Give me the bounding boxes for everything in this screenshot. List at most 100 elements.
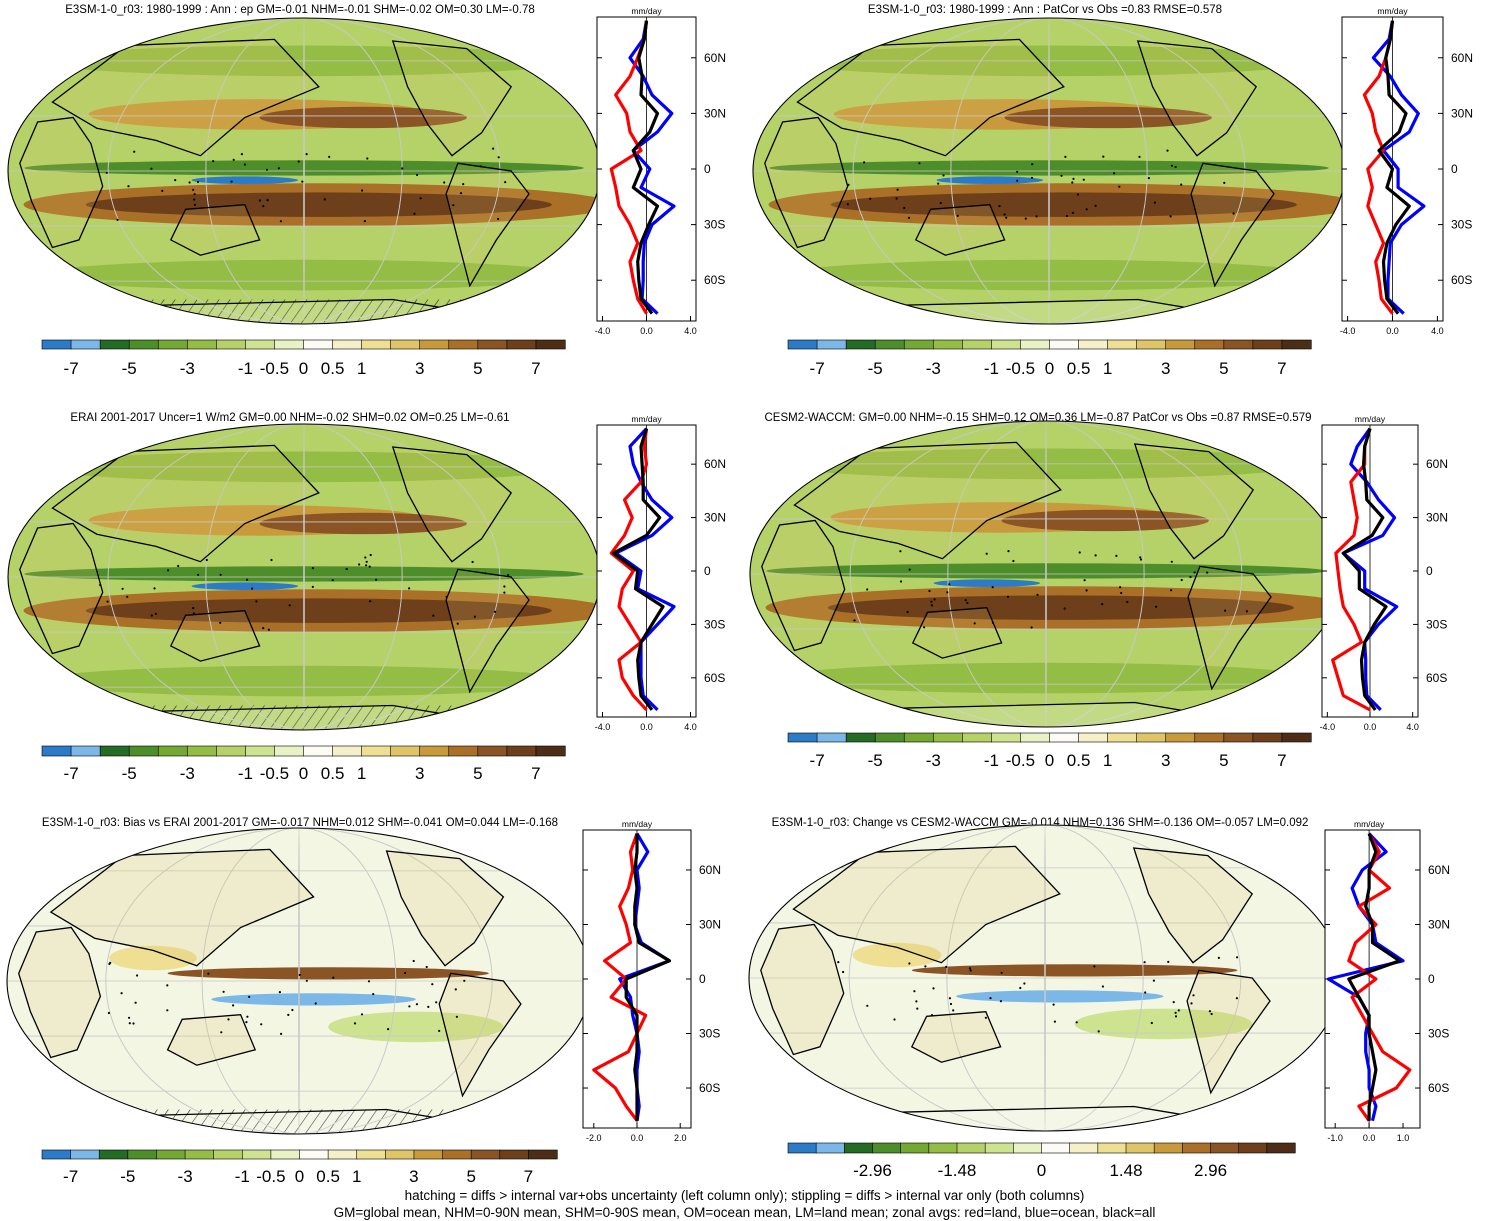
stipple-dot bbox=[1102, 155, 1105, 158]
colorbar-segment bbox=[787, 732, 818, 743]
stipple-dot bbox=[278, 991, 281, 994]
colorbar-label: 3 bbox=[409, 1167, 418, 1186]
colorbar-segment bbox=[41, 745, 72, 757]
colorbar-segment bbox=[356, 1149, 386, 1160]
stipple-dot bbox=[245, 1021, 248, 1024]
stipple-dot bbox=[1180, 183, 1183, 186]
dry-core-north bbox=[259, 512, 467, 535]
stipple-dot bbox=[497, 217, 500, 221]
colorbar-segment bbox=[1165, 732, 1196, 743]
panel: E3SM-1-0_r03: Bias vs ERAI 2001-2017 GM=… bbox=[6, 817, 721, 1186]
colorbar-label: 5 bbox=[473, 764, 482, 783]
stipple-dot bbox=[899, 580, 903, 583]
colorbar-segment bbox=[962, 732, 992, 743]
dry-core-north bbox=[1004, 106, 1212, 129]
stipple-dot bbox=[899, 550, 902, 553]
continent-south-america bbox=[445, 162, 530, 288]
stipple-dot bbox=[1232, 212, 1235, 215]
stipple-dot bbox=[1030, 626, 1033, 629]
longitude-line bbox=[107, 18, 501, 324]
stipple-dot bbox=[1126, 600, 1129, 604]
colorbar-label: -3 bbox=[926, 751, 941, 770]
colorbar-segment bbox=[984, 1142, 1014, 1154]
stipple-dot bbox=[363, 220, 366, 223]
stipple-dot bbox=[353, 1022, 357, 1025]
stipple-dot bbox=[128, 1016, 131, 1019]
colorbar: -7 -5 -3 -1 -0.5 0 0.5 1 3 5 7 bbox=[41, 745, 566, 783]
stipple-dot bbox=[328, 155, 331, 158]
colorbar-label: -3 bbox=[926, 359, 941, 378]
longitude-line bbox=[1044, 825, 1046, 1131]
storm-track-south bbox=[37, 665, 571, 697]
stipple-dot bbox=[1076, 193, 1079, 196]
colorbar-label: -1 bbox=[235, 1167, 250, 1186]
stipple-dot bbox=[1193, 571, 1196, 574]
dry-core-north bbox=[259, 106, 467, 129]
stipple-dot bbox=[1101, 603, 1104, 606]
stipple-dot bbox=[366, 157, 369, 160]
stipple-dot bbox=[932, 987, 935, 990]
stipple-dot bbox=[270, 558, 273, 562]
stipple-dot bbox=[431, 983, 434, 986]
stipple-dot bbox=[842, 970, 845, 974]
colorbar-segment bbox=[903, 732, 934, 743]
x-tick-label: 0.0 bbox=[1364, 722, 1377, 732]
stipple-dot bbox=[106, 600, 109, 603]
colorbar-label: 1 bbox=[357, 359, 366, 378]
dry-core-south bbox=[830, 192, 1297, 217]
colorbar-segment bbox=[1223, 732, 1254, 743]
colorbar-segment bbox=[477, 745, 508, 757]
zonal-mean-plot: mm/day 60N 30N 0 30S 60S -4.0 0.0 4.0 bbox=[595, 6, 726, 336]
stipple-dot bbox=[1093, 965, 1096, 968]
stipple-dot bbox=[915, 1000, 918, 1003]
zonal-unit-label: mm/day bbox=[1377, 6, 1408, 16]
x-tick-label: 0.0 bbox=[1386, 326, 1399, 336]
stipple-dot bbox=[1150, 1021, 1153, 1025]
storm-track-south bbox=[37, 259, 571, 291]
colorbar-segment bbox=[216, 339, 246, 350]
bias-positive-land bbox=[852, 942, 942, 968]
panel-title: ERAI 2001-2017 Uncer=1 W/m2 GM=0.00 NHM=… bbox=[70, 412, 509, 424]
x-tick-label: 4.0 bbox=[684, 326, 697, 336]
storm-track-south bbox=[779, 662, 1313, 694]
colorbar-segment bbox=[1020, 732, 1051, 743]
colorbar-label: -1 bbox=[238, 359, 253, 378]
zonal-unit-label: mm/day bbox=[1355, 414, 1386, 424]
colorbar-label: -0.5 bbox=[1006, 751, 1035, 770]
stipple-dot bbox=[946, 591, 949, 594]
continent-antarctica bbox=[882, 701, 1212, 727]
panel-title: E3SM-1-0_r03: 1980-1999 : Ann : ep GM=-0… bbox=[65, 4, 535, 16]
stipple-dot bbox=[937, 182, 940, 185]
colorbar-label: 1 bbox=[352, 1167, 361, 1186]
x-tick-label: -2.0 bbox=[586, 1133, 602, 1143]
colorbar-segment bbox=[361, 745, 392, 757]
colorbar-segment bbox=[157, 745, 188, 757]
x-tick-label: 4.0 bbox=[1431, 326, 1444, 336]
stipple-dot bbox=[942, 174, 945, 177]
colorbar-label: 3 bbox=[415, 359, 424, 378]
panel: E3SM-1-0_r03: Change vs CESM2-WACCM GM=-… bbox=[748, 817, 1450, 1180]
colorbar-segment bbox=[903, 339, 934, 350]
zonal-series-land bbox=[1362, 20, 1395, 315]
colorbar-segment bbox=[506, 745, 537, 757]
stipple-dot bbox=[471, 560, 474, 564]
stipple-dot bbox=[220, 1031, 223, 1034]
stipple-dot bbox=[193, 203, 196, 206]
colorbar-segment bbox=[1266, 1142, 1296, 1154]
stipple-dot bbox=[949, 1002, 953, 1006]
stipple-dot bbox=[930, 1014, 934, 1017]
colorbar-segment bbox=[41, 339, 72, 350]
y-tick-label: 30N bbox=[704, 106, 726, 120]
stipple-dot bbox=[933, 598, 936, 601]
colorbar-label: 3 bbox=[1161, 751, 1170, 770]
zonal-unit-label: mm/day bbox=[631, 414, 662, 424]
y-tick-label: 30S bbox=[699, 1027, 720, 1041]
longitude-line bbox=[205, 424, 403, 730]
colorbar-label: -0.5 bbox=[260, 359, 289, 378]
colorbar-segment bbox=[442, 1149, 472, 1160]
colorbar-segment bbox=[1194, 732, 1225, 743]
colorbar-label: 5 bbox=[473, 359, 482, 378]
colorbar-segment bbox=[1252, 732, 1283, 743]
stipple-dot bbox=[298, 973, 301, 977]
y-tick-label: 30S bbox=[704, 617, 725, 631]
